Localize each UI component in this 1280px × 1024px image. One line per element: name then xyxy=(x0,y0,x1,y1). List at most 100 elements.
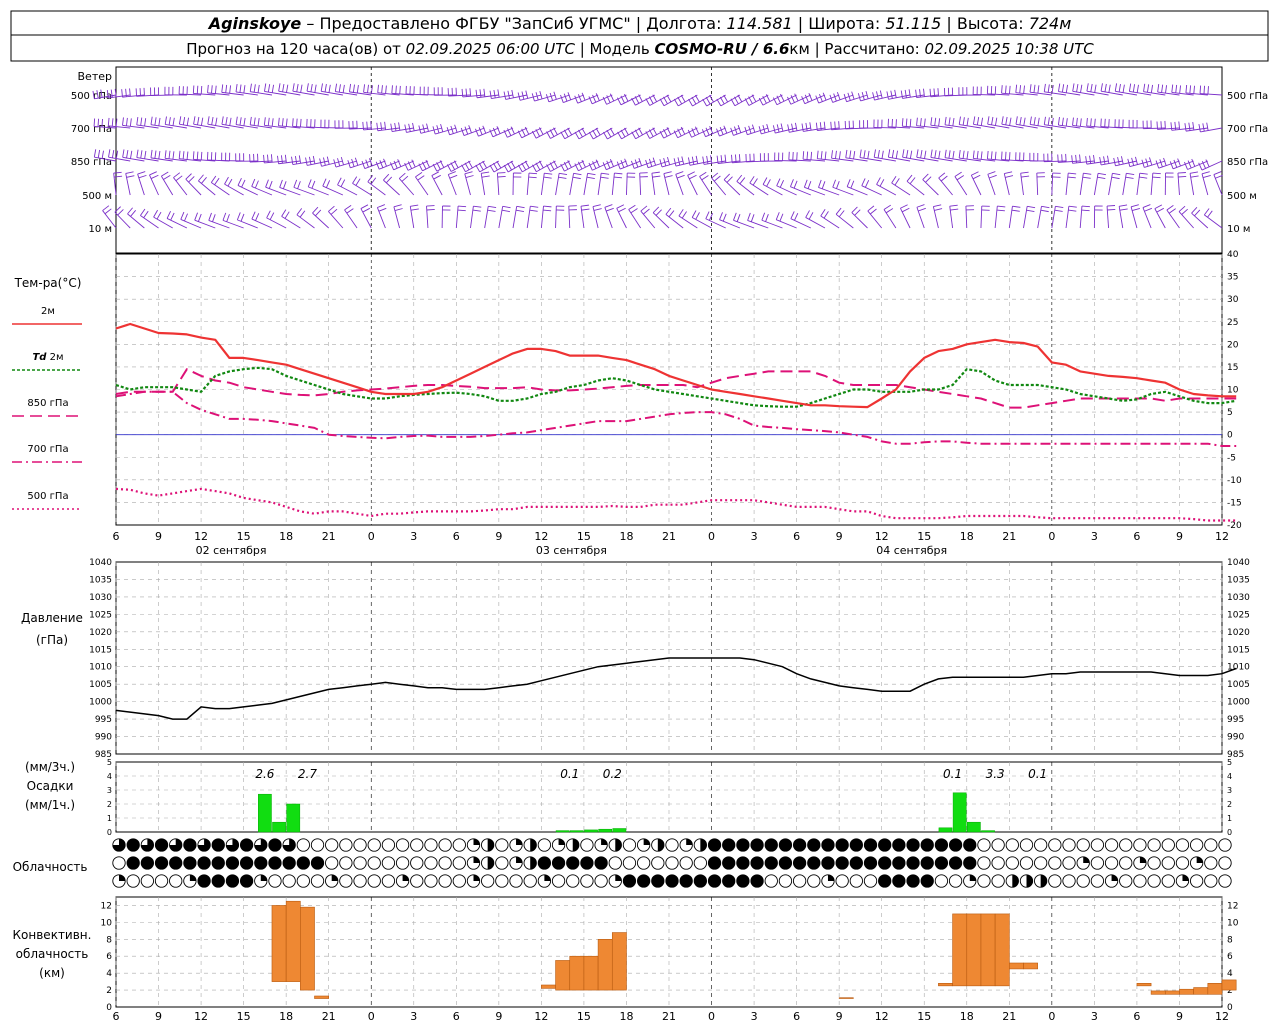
precip-title-3h: (мм/3ч.) xyxy=(25,760,75,774)
wind-barb-flag xyxy=(708,212,714,221)
wind-barb-flag xyxy=(553,127,558,135)
cloud-disc xyxy=(183,838,197,852)
wind-barb-flag xyxy=(716,128,720,137)
wind-barb-flag xyxy=(497,172,506,174)
wind-barb-flag xyxy=(140,117,143,126)
wind-barb-flag xyxy=(291,156,294,165)
wind-barb-flag xyxy=(807,181,812,189)
wind-barb-flag xyxy=(958,150,961,159)
wind-barb xyxy=(803,158,826,162)
wind-barb-flag xyxy=(808,93,813,101)
cloud-disc xyxy=(665,874,679,888)
wind-barb-flag xyxy=(794,212,799,221)
wind-barb xyxy=(628,209,642,229)
wind-barb-flag xyxy=(592,161,597,169)
wind-barb-flag xyxy=(1058,83,1061,92)
cloud-disc xyxy=(764,838,778,852)
wind-barb xyxy=(352,183,372,196)
wind-barb-flag xyxy=(351,158,355,167)
wind-barb-flag xyxy=(780,93,785,102)
pressure-tick-left: 1000 xyxy=(89,698,112,708)
cloud-disc xyxy=(197,856,211,870)
cloud-disc xyxy=(296,838,310,852)
wind-barb-flag xyxy=(1047,84,1050,93)
wind-barb-flag xyxy=(739,177,746,185)
cloud-disc xyxy=(211,838,225,852)
cloud-fill xyxy=(827,874,835,881)
wind-barb-flag xyxy=(454,124,458,133)
cloud-disc xyxy=(410,838,424,852)
cloud-disc xyxy=(410,874,424,888)
cloud-disc xyxy=(1175,838,1190,852)
wind-barb-flag xyxy=(997,205,1006,208)
wind-barb-flag xyxy=(1072,83,1075,92)
cloud-disc xyxy=(878,874,892,888)
wind-barb-flag xyxy=(535,92,539,101)
wind-barb-flag xyxy=(744,126,748,135)
wind-barb-flag xyxy=(1037,117,1040,126)
wind-barb-flag xyxy=(503,91,507,100)
cloud-disc xyxy=(878,838,892,852)
wind-barb xyxy=(108,156,131,162)
wind-barb-flag xyxy=(1029,116,1032,125)
wind-barb xyxy=(591,94,613,105)
wind-barb-flag xyxy=(1081,205,1090,208)
wind-barb-flag xyxy=(1120,156,1124,165)
cloud-disc xyxy=(792,856,807,870)
temp-title: Тем-ра(°С) xyxy=(14,276,82,290)
wind-barb-flag xyxy=(121,89,123,98)
cloud-fill xyxy=(197,838,211,852)
wind-barb xyxy=(496,173,500,196)
wind-barb-flag xyxy=(354,157,359,166)
wind-barb xyxy=(150,157,173,162)
wind-barb-flag xyxy=(363,84,366,93)
wind-barb-flag xyxy=(390,123,393,132)
x-tick-bottom: 15 xyxy=(237,1010,251,1023)
wind-barb-flag xyxy=(724,154,727,163)
wind-barb-flag xyxy=(208,212,212,221)
cloud-disc xyxy=(537,838,552,852)
wind-level-label-left: 500 м xyxy=(82,191,112,202)
wind-barb-flag xyxy=(863,150,866,159)
wind-barb-flag xyxy=(976,150,979,159)
wind-barb-flag xyxy=(765,214,769,222)
pressure-tick-left: 985 xyxy=(95,750,112,760)
wind-barb xyxy=(719,127,741,137)
wind-barb-flag xyxy=(891,149,895,158)
wind-barb-flag xyxy=(1113,157,1116,166)
wind-barb-flag xyxy=(410,204,419,207)
wind-barb-flag xyxy=(1155,160,1160,169)
x-tick-temp: 3 xyxy=(1091,530,1098,543)
wind-barb xyxy=(954,176,968,196)
cloud-disc xyxy=(1019,856,1034,870)
wind-barb xyxy=(166,218,188,229)
wind-barb-flag xyxy=(436,162,441,170)
cloud-disc xyxy=(1034,856,1048,870)
wind-barb-flag xyxy=(376,122,379,131)
wind-barb-flag xyxy=(207,84,209,93)
wind-barb-flag xyxy=(186,151,189,160)
cloud-disc xyxy=(991,856,1005,870)
wind-barb xyxy=(736,181,755,196)
wind-barb-flag xyxy=(609,159,614,167)
wind-barb-flag xyxy=(804,94,809,103)
conv-bar xyxy=(994,913,1010,987)
wind-barb-flag xyxy=(956,175,965,181)
wind-barb xyxy=(251,186,273,196)
wind-barb-flag xyxy=(211,116,214,125)
wind-barb xyxy=(376,207,386,229)
cloud-disc xyxy=(778,874,793,888)
wind-barb-flag xyxy=(563,129,569,138)
conv-bar xyxy=(597,939,613,991)
wind-barb-flag xyxy=(93,149,97,158)
cloud-fill xyxy=(487,856,494,870)
wind-barb-flag xyxy=(805,210,810,218)
wind-barb-flag xyxy=(446,127,450,135)
wind-barb-flag xyxy=(680,94,686,103)
wind-barb xyxy=(639,173,642,196)
wind-barb-flag xyxy=(292,83,295,92)
wind-barb xyxy=(891,182,911,196)
wind-barb xyxy=(406,127,429,133)
wind-barb-flag xyxy=(479,89,482,98)
wind-barb-flag xyxy=(787,124,790,133)
